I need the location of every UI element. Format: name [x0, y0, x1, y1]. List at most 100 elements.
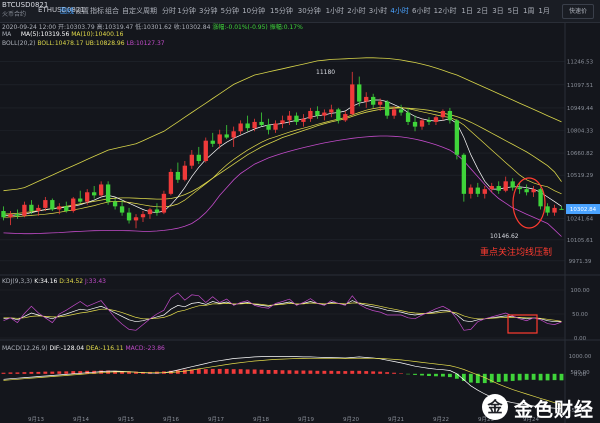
candle-body-48 — [336, 109, 341, 121]
candle-body-3 — [22, 204, 27, 216]
interval-4[interactable]: 10分钟 — [242, 7, 266, 15]
interval-3[interactable]: 5分钟 — [220, 7, 240, 15]
macd-bar-17 — [120, 371, 124, 374]
interval-16[interactable]: 5日 — [507, 7, 520, 15]
candle-body-2 — [15, 214, 20, 216]
top-toolbar: BTCUSD0821 火币合约 ETHUSD0821 图线 设置 指标 组合 自定义周… — [0, 0, 600, 23]
price-type-select[interactable]: 快速价 — [562, 4, 594, 19]
interval-15[interactable]: 3日 — [492, 7, 504, 15]
kdj-label: KDJ(9,3,3) — [2, 278, 33, 285]
candle-body-22 — [154, 209, 160, 213]
interval-13[interactable]: 1日 — [461, 7, 473, 15]
kdj-tick-2: 0.00 — [574, 336, 587, 342]
candle-body-80 — [559, 208, 564, 210]
candle-body-44 — [308, 110, 313, 119]
kdj-j-value: J:33.43 — [85, 278, 106, 285]
macd-bar-16 — [113, 370, 118, 374]
interval-5[interactable]: 15分钟 — [270, 7, 293, 15]
tool-button-3[interactable]: 组合 — [105, 7, 119, 15]
macd-bar-43 — [301, 370, 306, 374]
macd-bar-46 — [322, 370, 327, 374]
candle-body-45 — [315, 110, 320, 116]
candle-body-68 — [475, 187, 480, 194]
price-tick-0: 11246.53 — [567, 59, 594, 65]
boll-lb-value: LB:10127.37 — [126, 40, 165, 47]
macd-bar-35 — [245, 369, 250, 374]
interval-18[interactable]: 1月 — [538, 7, 550, 15]
candle-body-23 — [161, 193, 167, 213]
candle-body-55 — [384, 101, 390, 116]
macd-bar-47 — [329, 370, 334, 374]
price-tick-8: 9971.39 — [569, 259, 592, 265]
interval-14[interactable]: 2日 — [476, 7, 489, 15]
interval-1[interactable]: 1分钟 — [177, 7, 196, 15]
high-price-label: 11180 — [316, 69, 335, 76]
macd-label: MACD(12,26,9) — [2, 345, 48, 352]
macd-bar-27 — [189, 369, 194, 374]
interval-11[interactable]: 6小时 — [412, 7, 431, 15]
macd-bar-75 — [524, 373, 529, 380]
interval-8[interactable]: 2小时 — [347, 7, 366, 15]
boll-upper-line — [3, 57, 562, 192]
ma-info[interactable]: MA MA(5):10319.56 MA(10):10400.16 — [2, 31, 123, 38]
kdj-info[interactable]: KDJ(9,3,3) K:34.16 D:34.52 J:33.43 — [2, 278, 106, 285]
ohlc-info: 2020-09-24 12:00 开:10303.79 高:10319.47 低… — [2, 22, 303, 31]
candle-body-39 — [273, 123, 278, 130]
candle-body-4 — [29, 204, 34, 212]
tool-button-0[interactable]: 图线 — [60, 7, 74, 15]
macd-bar-0 — [1, 372, 6, 374]
macd-bar-29 — [203, 369, 208, 374]
candle-body-56 — [391, 109, 397, 116]
macd-bar-10 — [71, 371, 76, 374]
interval-2[interactable]: 3分钟 — [199, 7, 218, 15]
ohlc-change: 涨幅:-0.01%(-0.95) — [212, 24, 268, 31]
macd-info[interactable]: MACD(12,26,9) DIF:-128.04 DEA:-116.11 MA… — [2, 345, 165, 352]
candle-body-37 — [259, 121, 264, 126]
candle-body-50 — [350, 84, 355, 115]
interval-9[interactable]: 3小时 — [368, 7, 388, 15]
kdj-k-value: K:34.16 — [34, 278, 58, 285]
date-tick-8: 9月21 — [388, 416, 404, 423]
candle-body-7 — [50, 200, 55, 210]
macd-bar-6 — [43, 371, 48, 374]
price-tick-3: 10804.33 — [567, 129, 594, 135]
macd-bar-9 — [64, 371, 69, 374]
candle-body-67 — [468, 187, 473, 194]
custom-interval-button[interactable]: 自定义周期 — [122, 7, 157, 15]
candle-body-36 — [252, 121, 257, 129]
interval-17[interactable]: 1周 — [523, 7, 535, 15]
macd-bar-59 — [413, 373, 417, 375]
tab-eth-pair[interactable]: ETHUSD0821 — [38, 6, 85, 14]
pair-selector[interactable]: BTCUSD0821 火币合约 — [2, 1, 48, 19]
macd-bar-68 — [475, 373, 480, 384]
candle-body-28 — [196, 154, 201, 161]
boll-info[interactable]: BOLL(20,2) BOLL:10478.17 UB:10828.96 LB:… — [2, 40, 165, 47]
interval-7[interactable]: 1小时 — [325, 7, 345, 15]
boll-ub-value: UB:10828.96 — [85, 40, 125, 47]
interval-12[interactable]: 12小时 — [433, 7, 457, 15]
candle-body-35 — [245, 123, 250, 129]
kdj-lines — [0, 289, 565, 339]
candle-body-16 — [112, 201, 118, 207]
candle-body-17 — [119, 206, 125, 213]
date-tick-5: 9月18 — [253, 416, 269, 423]
interval-6[interactable]: 30分钟 — [297, 7, 321, 15]
tool-button-2[interactable]: 指标 — [90, 7, 104, 15]
ohlc-close: 收:10302.84 — [173, 24, 211, 31]
macd-bar-67 — [468, 373, 473, 383]
macd-tick-0: 1000.00 — [569, 354, 592, 360]
candle-body-43 — [301, 118, 306, 122]
interval-10[interactable]: 4小时 — [390, 7, 409, 15]
macd-bar-18 — [127, 371, 131, 374]
macd-bar-40 — [280, 370, 285, 374]
macd-dea-line — [3, 357, 562, 406]
macd-bar-56 — [392, 372, 397, 374]
candle-body-41 — [287, 115, 292, 121]
current-price-tag — [566, 204, 600, 215]
ohlc-high: 高:10319.47 — [96, 24, 134, 31]
candle-body-40 — [280, 120, 285, 124]
ma10-line — [3, 106, 562, 218]
interval-0[interactable]: 分时 — [162, 7, 176, 15]
tool-button-1[interactable]: 设置 — [75, 7, 89, 15]
